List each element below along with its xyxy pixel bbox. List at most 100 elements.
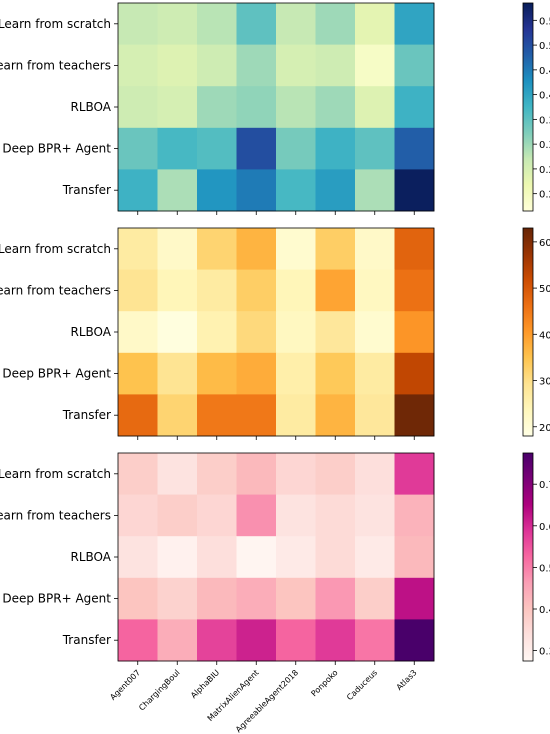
- heatmap-cell: [197, 352, 237, 395]
- row-label: RLBOA: [71, 100, 112, 114]
- row-label: Deep BPR+ Agent: [2, 592, 111, 606]
- heatmap-cell: [355, 619, 395, 662]
- heatmap-cell: [157, 44, 198, 87]
- heatmap-cell: [355, 269, 395, 312]
- heatmap-cell: [157, 169, 198, 212]
- heatmap-cell: [157, 269, 198, 312]
- heatmap-cell: [394, 352, 435, 395]
- heatmap-cell: [394, 228, 435, 270]
- colorbar-tick-label: 0.6: [539, 522, 550, 533]
- heatmap-cell: [157, 394, 198, 437]
- heatmap-cell: [118, 619, 158, 662]
- heatmap-cell: [315, 228, 356, 270]
- heatmap-cell: [118, 352, 158, 395]
- heatmap-cell: [394, 127, 435, 170]
- colorbar-tick-label: 0.45: [539, 66, 550, 77]
- heatmap-cell: [157, 577, 198, 620]
- colorbar-tick-label: 0.3: [539, 647, 550, 658]
- heatmap-cell: [118, 44, 158, 87]
- heatmap-cell: [315, 3, 356, 45]
- heatmap-cell: [276, 494, 316, 537]
- heatmap-cell: [157, 536, 198, 579]
- heatmap-panel-middle: Learn from scratch Learn from teachers RLB…: [0, 227, 550, 440]
- heatmap-cell: [197, 311, 237, 354]
- heatmap-cell: [236, 311, 277, 354]
- heatmap-cell: [236, 619, 277, 662]
- heatmap-cell: [355, 394, 395, 437]
- heatmap-cell: [355, 86, 395, 129]
- heatmap-cell: [276, 86, 316, 129]
- heatmap-cell: [276, 44, 316, 87]
- heatmap-cell: [197, 228, 237, 270]
- heatmap-cell: [394, 3, 435, 45]
- heatmap-cell: [315, 44, 356, 87]
- colorbar-tick-label: 0.55: [539, 16, 550, 27]
- row-label: RLBOA: [71, 550, 112, 564]
- heatmap-cell: [355, 536, 395, 579]
- colorbar-tick-label: 40: [539, 330, 550, 341]
- heatmap-cell: [197, 536, 237, 579]
- heatmap-cell: [157, 453, 198, 495]
- heatmap-cell: [236, 494, 277, 537]
- heatmap-cell: [197, 127, 237, 170]
- colorbar-tick-label: 0.35: [539, 115, 550, 126]
- heatmap-cell: [355, 352, 395, 395]
- heatmap-cell: [157, 311, 198, 354]
- row-label: Transfer: [62, 183, 111, 197]
- heatmap-cell: [355, 3, 395, 45]
- heatmap-cell: [236, 352, 277, 395]
- row-label: Learn from scratch: [0, 467, 111, 481]
- heatmap-cell: [118, 577, 158, 620]
- colorbar-tick-label: 0.30: [539, 140, 550, 151]
- heatmap-cell: [355, 494, 395, 537]
- heatmap-cell: [394, 394, 435, 437]
- heatmap-cell: [236, 228, 277, 270]
- column-label: Caduceus: [345, 668, 379, 702]
- heatmap-cell: [276, 453, 316, 495]
- heatmap-cell: [236, 169, 277, 212]
- heatmap-cell: [157, 127, 198, 170]
- row-label: Learn from teachers: [0, 508, 111, 522]
- colorbar-tick-label: 0.7: [539, 480, 550, 491]
- heatmap-cell: [394, 494, 435, 537]
- heatmap-cell: [197, 44, 237, 87]
- heatmap-cell: [315, 494, 356, 537]
- heatmap-cell: [315, 169, 356, 212]
- heatmap-cell: [236, 86, 277, 129]
- heatmap-cell: [236, 3, 277, 45]
- heatmap-cell: [355, 169, 395, 212]
- heatmap-cell: [355, 228, 395, 270]
- heatmap-cell: [197, 394, 237, 437]
- column-label: Atlas3: [395, 668, 419, 692]
- heatmap-cell: [276, 352, 316, 395]
- heatmap-cell: [315, 536, 356, 579]
- heatmap-cell: [315, 311, 356, 354]
- heatmap-cell: [236, 536, 277, 579]
- column-label: Ponpoko: [309, 668, 339, 698]
- heatmap-cell: [315, 86, 356, 129]
- heatmap-cell: [236, 577, 277, 620]
- colorbar-tick-label: 0.20: [539, 190, 550, 201]
- row-label: Transfer: [62, 408, 111, 422]
- heatmap-cell: [355, 311, 395, 354]
- heatmap-cell: [157, 228, 198, 270]
- heatmap-cell: [118, 228, 158, 270]
- heatmap-cell: [276, 311, 316, 354]
- column-label: ChargingBoul: [137, 668, 181, 712]
- heatmap-cell: [118, 494, 158, 537]
- colorbar-tick-label: 0.50: [539, 41, 550, 52]
- heatmap-cell: [197, 494, 237, 537]
- heatmap-cell: [236, 127, 277, 170]
- heatmap-cell: [118, 311, 158, 354]
- row-label: Learn from scratch: [0, 17, 111, 31]
- heatmap-cell: [197, 3, 237, 45]
- row-label: Transfer: [62, 633, 111, 647]
- row-label: RLBOA: [71, 325, 112, 339]
- heatmap-cell: [236, 453, 277, 495]
- colorbar-tick-label: 60: [539, 238, 550, 249]
- heatmap-cell: [157, 619, 198, 662]
- colorbar-tick-label: 0.4: [539, 605, 550, 616]
- heatmap-panel-top: Learn from scratch Learn from teachers RLB…: [0, 2, 550, 215]
- heatmap-cell: [118, 169, 158, 212]
- heatmap-cell: [197, 86, 237, 129]
